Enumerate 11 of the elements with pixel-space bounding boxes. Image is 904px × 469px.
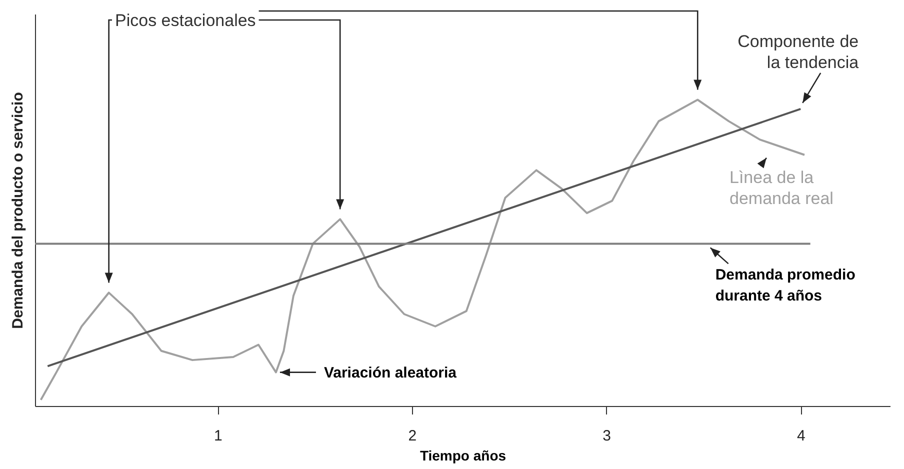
x-axis-title: Tiempo años	[420, 448, 506, 464]
annotation: Variación aleatoria	[324, 364, 458, 382]
series-label: Demanda promedio durante 4 años	[715, 266, 856, 305]
text: Picos estacionales	[115, 11, 256, 30]
x-tick-label: 4	[796, 428, 806, 444]
x-tick-label: 2	[408, 428, 417, 444]
series-label: Lìnea de la demanda real	[730, 168, 834, 208]
x-tick-label: 3	[602, 428, 611, 444]
x-tick-label: 1	[214, 428, 222, 444]
text: Componente de la tendencia	[738, 32, 860, 72]
y-axis-title: Demanda del producto o servicio	[10, 92, 26, 329]
